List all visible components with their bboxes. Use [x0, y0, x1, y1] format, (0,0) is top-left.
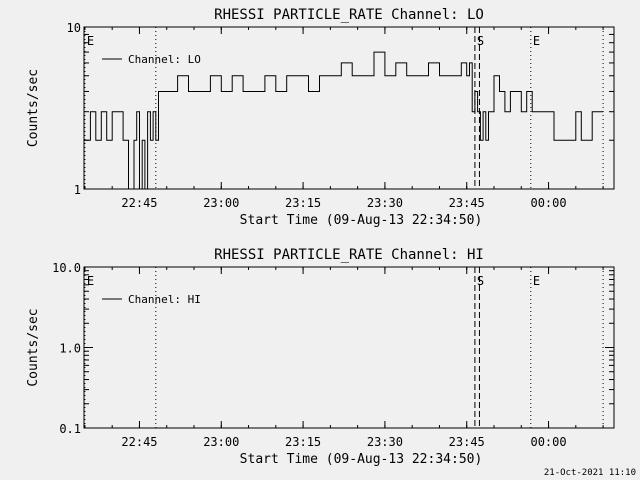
x-tick-label: 23:00 [203, 435, 239, 449]
y-tick-label: 1 [74, 183, 81, 197]
event-label: E [87, 34, 94, 48]
legend-label: Channel: LO [128, 53, 201, 66]
footer-timestamp: 21-Oct-2021 11:10 [544, 468, 636, 478]
y-axis-label: Counts/sec [26, 69, 41, 147]
x-tick-label: 23:00 [203, 196, 239, 210]
event-label: E [533, 34, 540, 48]
series-line [84, 51, 604, 190]
x-tick-label: 22:45 [121, 435, 157, 449]
x-axis-label: Start Time (09-Aug-13 22:34:50) [240, 452, 483, 467]
plot-frame [83, 266, 615, 429]
x-tick-label: 00:00 [530, 435, 566, 449]
chart-title: RHESSI PARTICLE_RATE Channel: LO [214, 7, 484, 23]
y-tick-label: 10 [67, 21, 81, 35]
x-axis-label: Start Time (09-Aug-13 22:34:50) [240, 213, 483, 228]
y-axis-label: Counts/sec [26, 308, 41, 386]
x-tick-label: 23:15 [285, 435, 321, 449]
event-label: E [533, 274, 540, 288]
x-tick-label: 23:30 [367, 196, 403, 210]
x-tick-label: 23:15 [285, 196, 321, 210]
y-tick-label: 0.1 [59, 422, 81, 436]
event-label: S [477, 34, 484, 48]
y-tick-label: 10.0 [52, 261, 81, 275]
event-label: E [87, 274, 94, 288]
x-tick-label: 22:45 [121, 196, 157, 210]
x-tick-label: 23:45 [449, 196, 485, 210]
legend-label: Channel: HI [128, 293, 201, 306]
chart-panel-1: RHESSI PARTICLE_RATE Channel: LO 22:45 23:… [26, 7, 615, 228]
x-tick-label: 23:45 [449, 435, 485, 449]
y-tick-label: 1.0 [59, 342, 81, 356]
plot-frame [83, 26, 615, 190]
x-tick-label: 23:30 [367, 435, 403, 449]
x-tick-label: 00:00 [530, 196, 566, 210]
chart-title: RHESSI PARTICLE_RATE Channel: HI [214, 247, 484, 263]
event-label: S [477, 274, 484, 288]
chart-panel-2: RHESSI PARTICLE_RATE Channel: HI 22:45 23:… [26, 247, 615, 467]
